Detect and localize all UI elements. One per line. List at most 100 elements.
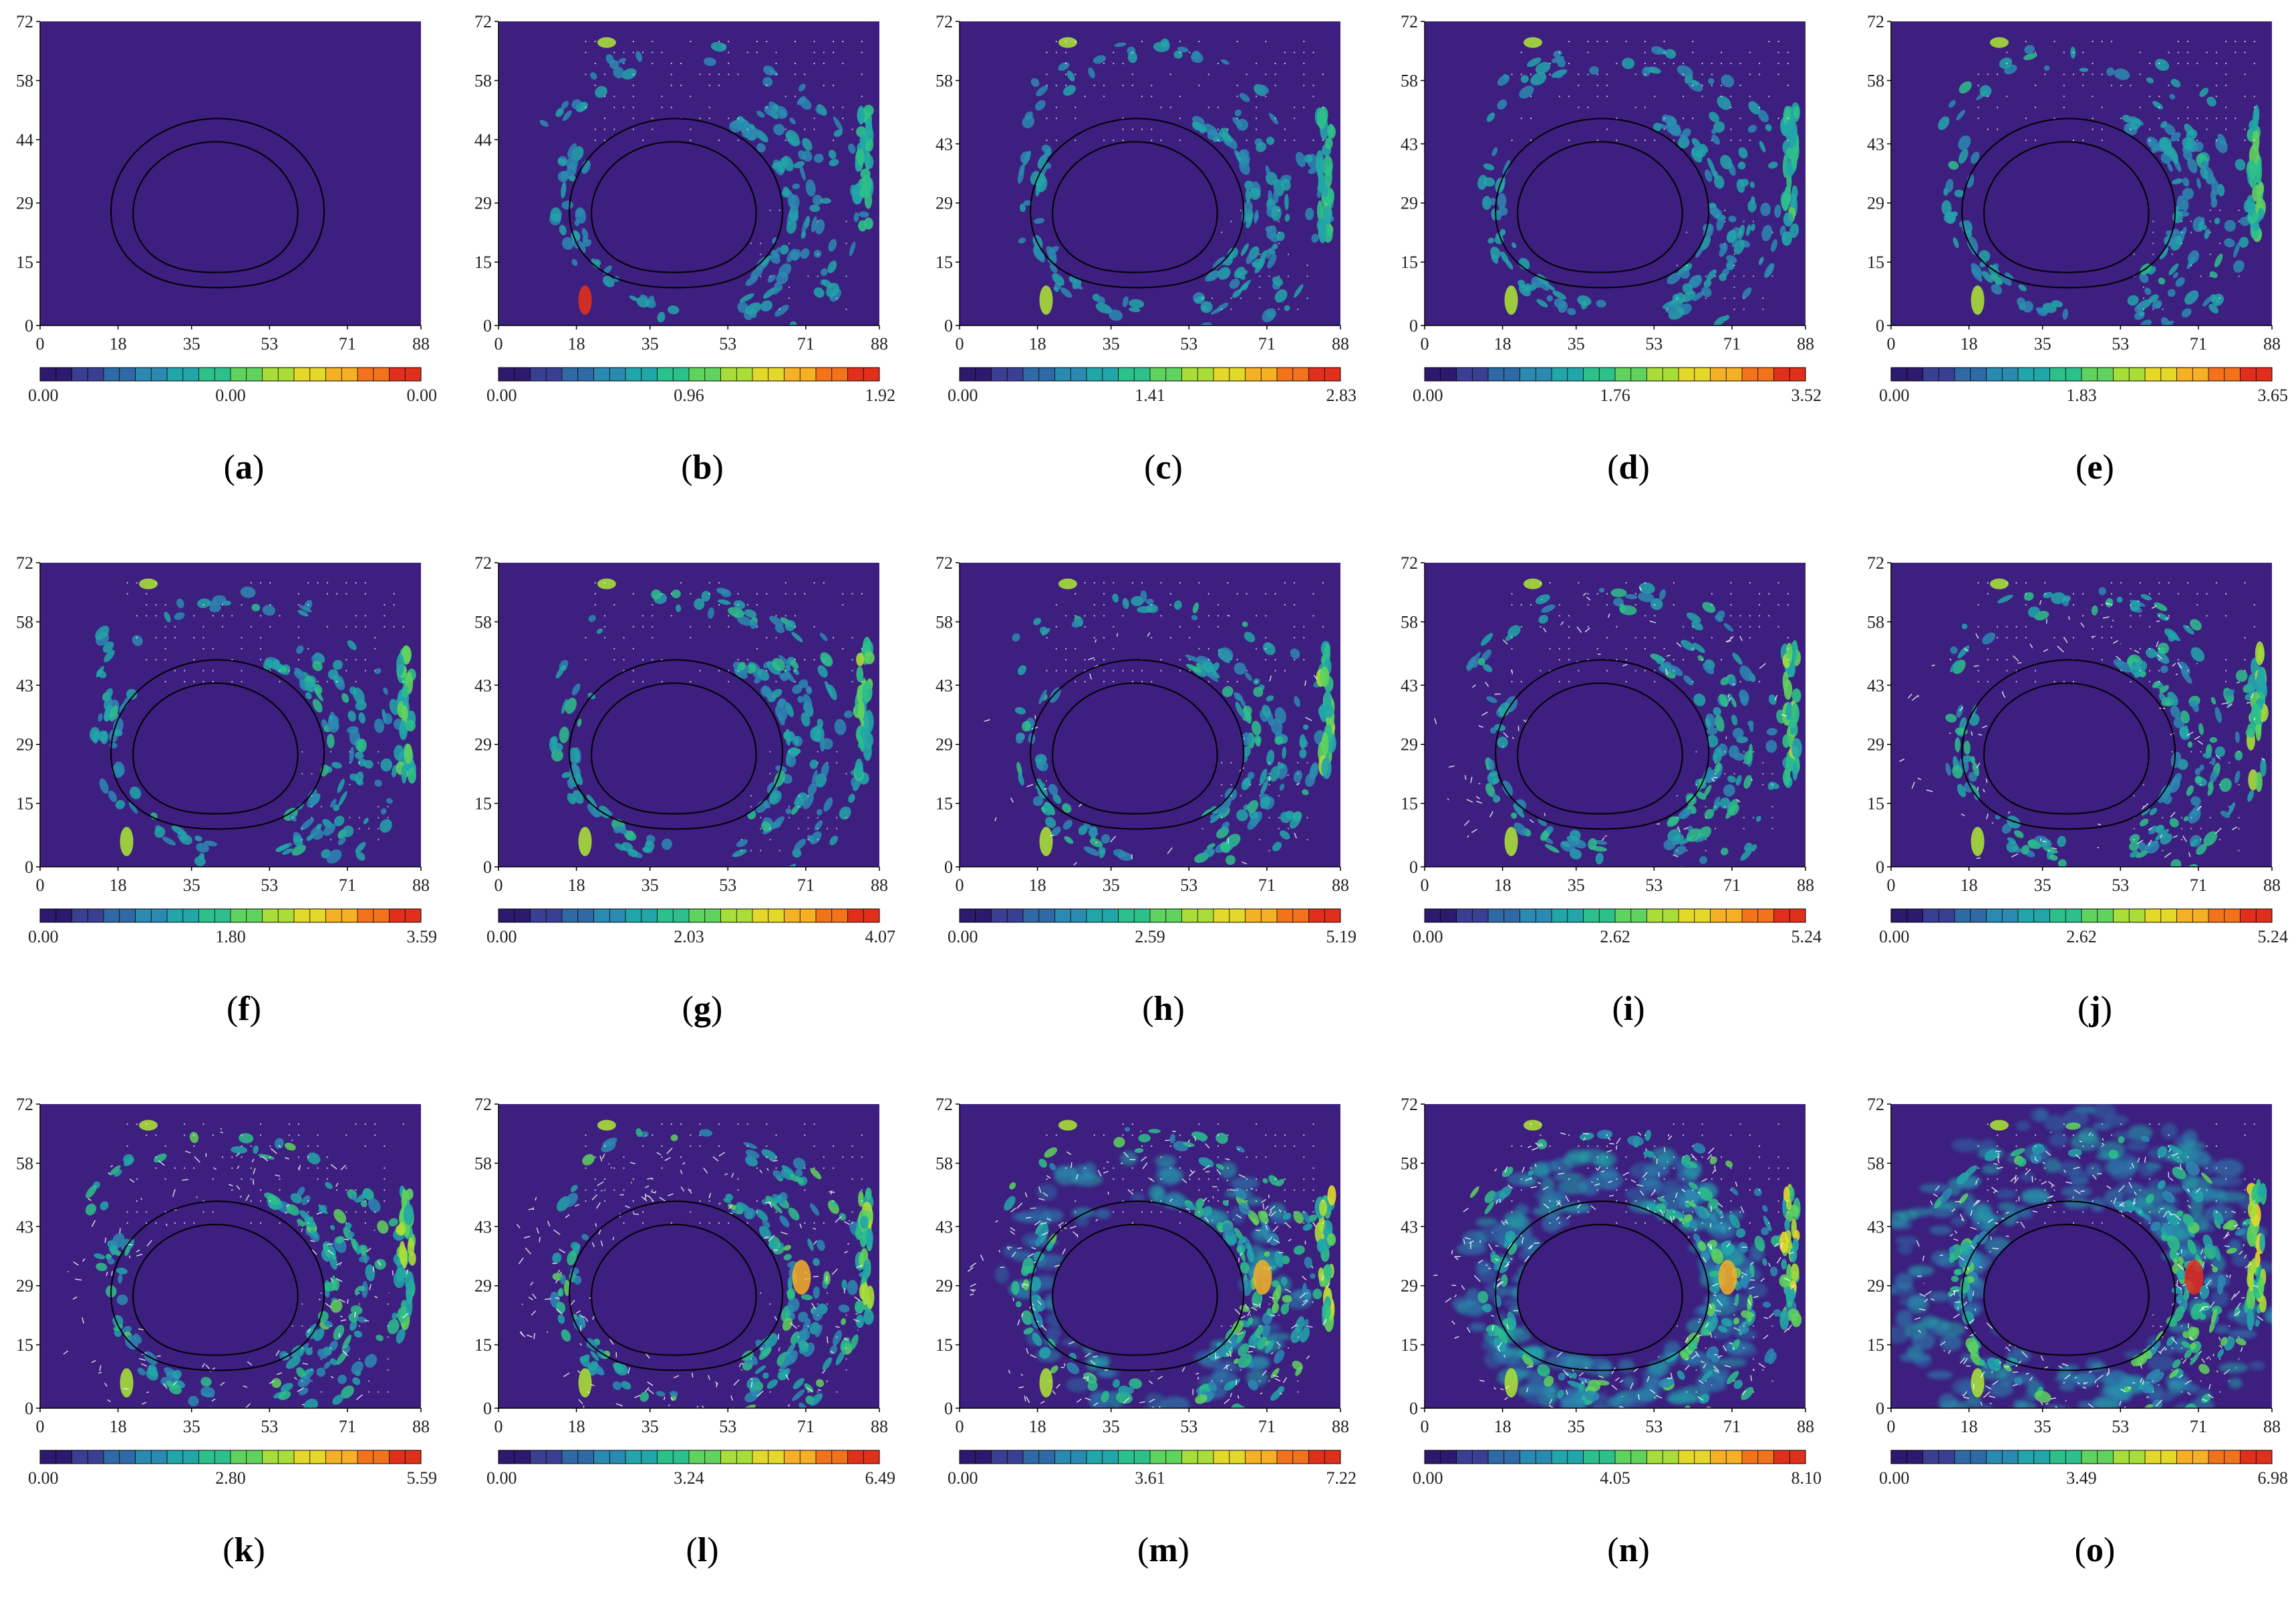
grid-dot [1559, 52, 1560, 53]
grid-dot [741, 850, 742, 851]
grid-dot [769, 773, 770, 775]
grid-dot [1759, 626, 1760, 628]
y-tick-label: 15 [1867, 253, 1884, 272]
grid-dot [1278, 210, 1280, 211]
grid-dot [2190, 221, 2192, 222]
colorbar-swatch [2177, 909, 2193, 922]
colorbar-swatch [1907, 368, 1923, 381]
grid-dot [1664, 118, 1665, 119]
grid-dot [307, 1200, 309, 1202]
colorbar-swatch [183, 368, 199, 381]
grid-dot [750, 795, 752, 797]
grid-dot [1664, 63, 1665, 64]
grid-dot [2196, 85, 2198, 86]
grid-dot [1278, 221, 1280, 222]
colorbar-swatch [1955, 909, 1971, 922]
field-patch [1971, 285, 1985, 315]
grid-dot [1256, 118, 1257, 119]
grid-dot [1094, 659, 1095, 660]
field-patch [2171, 324, 2189, 342]
grid-dot [1768, 593, 1769, 595]
grid-dot [1237, 593, 1238, 595]
grid-dot [1284, 129, 1286, 130]
grid-dot [1521, 52, 1522, 53]
x-tick-label: 35 [2034, 334, 2051, 354]
field-patch [1171, 896, 1179, 908]
grid-dot [231, 681, 233, 682]
grid-dot [817, 839, 819, 840]
grid-dot [317, 1135, 319, 1136]
grid-dot [327, 1178, 328, 1180]
grid-dot [823, 85, 825, 86]
panel-caption: (a) [13, 448, 474, 487]
grid-dot [155, 615, 156, 616]
grid-dot [652, 129, 653, 130]
grid-dot [1170, 637, 1171, 638]
grid-dot [623, 637, 625, 638]
grid-dot [311, 1347, 312, 1349]
grid-dot [795, 670, 796, 672]
grid-dot [1721, 63, 1722, 64]
grid-dot [1202, 828, 1203, 829]
grid-dot [709, 593, 710, 595]
x-tick-label: 88 [1332, 876, 1349, 895]
grid-dot [2082, 615, 2084, 616]
y-tick-label: 15 [16, 1335, 33, 1355]
x-tick-label: 0 [494, 876, 503, 895]
crack-mark [393, 1271, 394, 1276]
grid-dot [1521, 74, 1522, 75]
crack-mark [1050, 835, 1054, 836]
crack-mark [2098, 847, 2100, 848]
colorbar-swatch [1615, 909, 1631, 922]
grid-dot [1141, 41, 1143, 42]
grid-dot [384, 615, 385, 616]
grid-dot [330, 1347, 331, 1349]
grid-dot [378, 839, 379, 840]
grid-dot [1151, 129, 1152, 130]
grid-dot [1654, 140, 1655, 141]
colorbar-swatch [1939, 368, 1955, 381]
grid-dot [2158, 659, 2160, 660]
colorbar-max-label: 3.59 [407, 927, 438, 946]
grid-dot [769, 839, 770, 840]
field-patch [1781, 231, 1792, 246]
colorbar-swatch [1599, 909, 1615, 922]
grid-dot [2140, 74, 2141, 75]
grid-dot [690, 96, 691, 97]
grid-dot [279, 1190, 281, 1191]
grid-dot [1771, 773, 1773, 775]
grid-dot [1771, 806, 1773, 807]
grid-dot [585, 74, 587, 75]
grid-dot [359, 1325, 360, 1327]
field-patch [400, 1245, 406, 1264]
grid-dot [2044, 582, 2045, 583]
colorbar-swatch [1536, 909, 1552, 922]
field-patch [2093, 343, 2102, 348]
grid-dot [1189, 52, 1190, 53]
colorbar-swatch [2114, 909, 2130, 922]
grid-dot [1141, 96, 1143, 97]
grid-dot [212, 615, 214, 616]
grid-dot [301, 1380, 303, 1381]
grid-dot [1597, 41, 1598, 42]
caption-close-paren: ) [253, 1531, 265, 1569]
grid-dot [317, 1168, 319, 1169]
grid-dot [2219, 210, 2220, 211]
grid-dot [2178, 52, 2179, 53]
grid-dot [193, 1222, 194, 1224]
colorbar-swatch [40, 909, 56, 922]
grid-dot [1221, 232, 1222, 233]
crack-mark [2041, 867, 2047, 872]
colorbar-swatch [1182, 368, 1198, 381]
grid-dot [1217, 107, 1219, 108]
colorbar-swatch [88, 368, 104, 381]
colorbar-swatch [1197, 909, 1213, 922]
grid-dot [845, 773, 847, 775]
grid-dot [1705, 806, 1707, 807]
panel-caption: (h) [933, 989, 1394, 1029]
grid-dot [750, 806, 752, 807]
grid-dot [1246, 74, 1248, 75]
grid-dot [718, 670, 720, 672]
field-patch [2188, 741, 2192, 748]
